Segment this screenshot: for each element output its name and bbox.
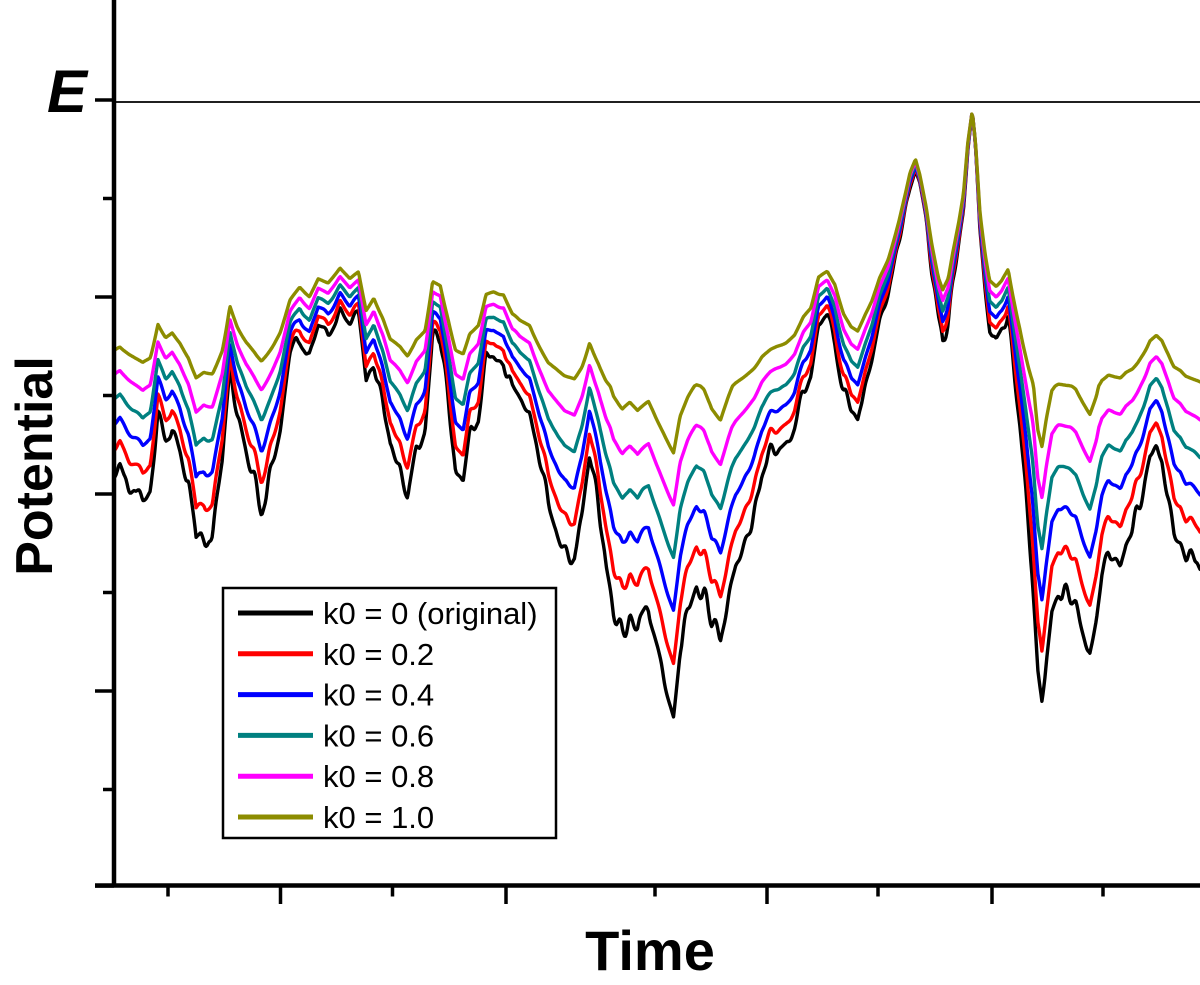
legend-entry-label: k0 = 1.0 bbox=[323, 800, 434, 835]
y-axis-title: Potential bbox=[6, 356, 64, 576]
series-line-k0-0.4 bbox=[113, 112, 1200, 612]
legend-entry-label: k0 = 0.4 bbox=[323, 678, 434, 713]
legend-entry-label: k0 = 0.8 bbox=[323, 759, 434, 794]
series-line-k0-0 bbox=[113, 113, 1200, 719]
legend-box bbox=[221, 586, 558, 840]
ticks-group bbox=[95, 98, 1105, 904]
legend-entry-label: k0 = 0 (original) bbox=[323, 596, 538, 631]
e-label: E bbox=[47, 58, 89, 125]
legend-entries: k0 = 0 (original) k0 = 0.2 k0 = 0.4 k0 = 0.… bbox=[238, 596, 538, 835]
series-line-k0-0.2 bbox=[113, 112, 1200, 666]
legend-entry-label: k0 = 0.2 bbox=[323, 637, 434, 672]
x-axis-title: Time bbox=[585, 919, 715, 982]
curves-group bbox=[113, 112, 1200, 719]
legend-entry-label: k0 = 0.6 bbox=[323, 718, 434, 753]
legend: k0 = 0 (original) k0 = 0.2 k0 = 0.4 k0 = 0.… bbox=[221, 586, 558, 840]
series-line-k0-1 bbox=[113, 112, 1200, 455]
series-line-k0-0.8 bbox=[113, 112, 1200, 507]
series-line-k0-0.6 bbox=[113, 112, 1200, 560]
